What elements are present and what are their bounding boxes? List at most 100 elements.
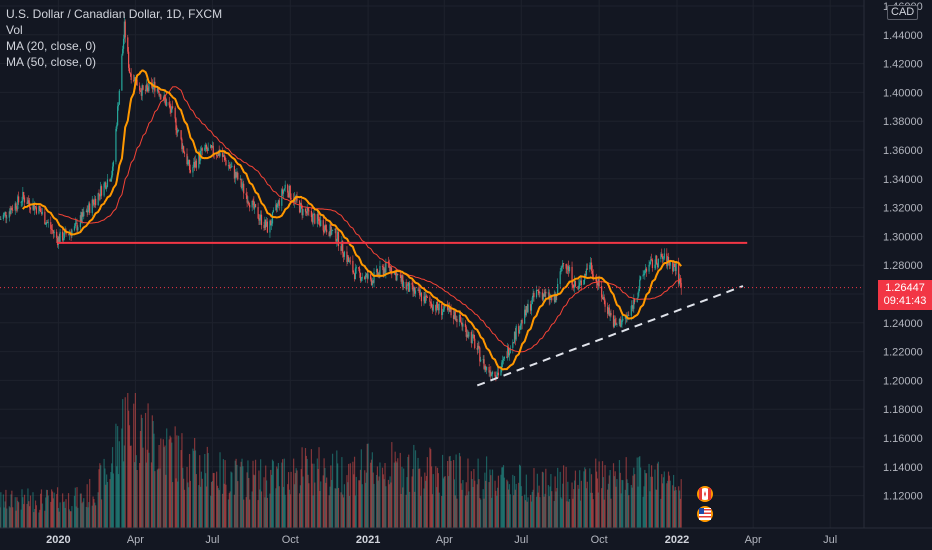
ma20-indicator-label[interactable]: MA (20, close, 0)	[6, 39, 97, 53]
candle-body	[405, 281, 407, 290]
candle-body	[258, 218, 260, 221]
volume-bar	[502, 467, 504, 528]
candle-body	[417, 289, 419, 291]
candle-body	[337, 231, 340, 247]
candle-body	[447, 306, 449, 310]
candle-body	[512, 342, 514, 348]
candle-body	[8, 211, 10, 218]
volume-bar	[500, 474, 502, 528]
time-axis[interactable]: 2020 Apr Jul Oct 2021 Apr Jul Oct 2022 Apr Jul	[46, 534, 837, 546]
volume-bar	[630, 484, 632, 528]
ma50-indicator-label[interactable]: MA (50, close, 0)	[6, 55, 97, 69]
volume-bar	[360, 449, 362, 528]
volume-bar	[667, 480, 669, 528]
volume-bar	[229, 491, 231, 528]
volume-bar	[597, 492, 599, 528]
candle-body	[525, 306, 527, 316]
volume-bar	[549, 486, 551, 528]
candle-body	[480, 359, 482, 362]
candle-body	[145, 84, 147, 91]
candle-body	[361, 276, 363, 279]
candle-body	[271, 212, 274, 224]
candle-body	[387, 261, 390, 263]
symbol-title[interactable]: U.S. Dollar / Canadian Dollar, 1D, FXCM	[6, 7, 223, 21]
candle-body	[281, 189, 283, 206]
volume-bar	[566, 501, 568, 528]
candle-body	[474, 338, 476, 348]
candle-body	[372, 280, 374, 283]
price-axis-panel[interactable]	[864, 0, 932, 528]
candle-body	[331, 230, 333, 235]
volume-bar	[152, 421, 154, 528]
volume-bar	[572, 498, 574, 528]
volume-bar	[233, 494, 236, 528]
volume-bar	[23, 504, 25, 528]
volume-bar	[616, 479, 618, 528]
candle-body	[21, 201, 23, 203]
volume-bar	[307, 474, 309, 528]
volume-bar	[373, 483, 375, 528]
volume-bar	[661, 483, 664, 528]
candle-body	[26, 202, 28, 204]
candle-body	[502, 358, 505, 361]
drawings[interactable]	[0, 241, 864, 387]
volume-bar	[501, 467, 503, 528]
candle-body	[648, 264, 650, 272]
volume-indicator-label[interactable]: Vol	[6, 23, 23, 37]
volume-bar	[165, 474, 167, 528]
candle-body	[347, 256, 349, 263]
volume-bar	[175, 478, 177, 528]
volume-bar	[91, 505, 93, 528]
candle-body	[541, 292, 544, 300]
candle-body	[298, 200, 301, 213]
candle-body	[248, 201, 250, 205]
candle-body	[650, 259, 653, 261]
volume-bar	[604, 465, 606, 528]
candle-body	[91, 199, 93, 214]
candle-body	[382, 266, 384, 275]
volume-bar	[207, 453, 209, 528]
volume-bar	[679, 498, 681, 528]
volume-bar	[449, 455, 451, 528]
volume-bar	[183, 489, 186, 528]
volume-bar	[596, 478, 599, 528]
time-axis-panel[interactable]	[0, 528, 932, 550]
volume-bar	[437, 473, 439, 528]
volume-bar	[544, 493, 546, 528]
us-flag-icon[interactable]	[697, 506, 713, 522]
volume-bar	[592, 499, 594, 528]
candle-body	[619, 318, 621, 327]
candle-body	[465, 327, 467, 337]
volume-bar	[571, 482, 573, 528]
volume-bar	[408, 491, 411, 528]
volume-bar	[328, 495, 330, 528]
volume-bar	[88, 502, 90, 528]
candle-body	[157, 88, 159, 92]
volume-bar	[63, 501, 65, 528]
volume-bar	[313, 463, 315, 528]
time-tick-label: 2020	[46, 534, 70, 546]
volume-bar	[168, 439, 170, 528]
candle-body	[385, 261, 387, 273]
volume-bar	[302, 476, 304, 528]
volume-bar	[378, 476, 380, 528]
volume-bar	[340, 492, 342, 528]
volume-bar	[100, 499, 103, 528]
volume-bar	[403, 468, 405, 528]
volume-bar	[34, 509, 36, 528]
candle-body	[210, 145, 212, 148]
volume-bar	[296, 470, 298, 528]
volume-bar	[632, 475, 634, 528]
candle-body	[16, 208, 18, 210]
volume-bar	[188, 453, 191, 528]
volume-bar	[364, 482, 367, 528]
candle-body	[245, 193, 247, 196]
volume-bar	[478, 479, 480, 528]
candle-body	[205, 144, 208, 149]
canada-flag-icon[interactable]	[697, 486, 713, 502]
volume-bar	[567, 481, 569, 528]
volume-bar	[419, 495, 422, 528]
currency-badge[interactable]: CAD	[887, 5, 919, 20]
candle-body	[458, 314, 461, 322]
